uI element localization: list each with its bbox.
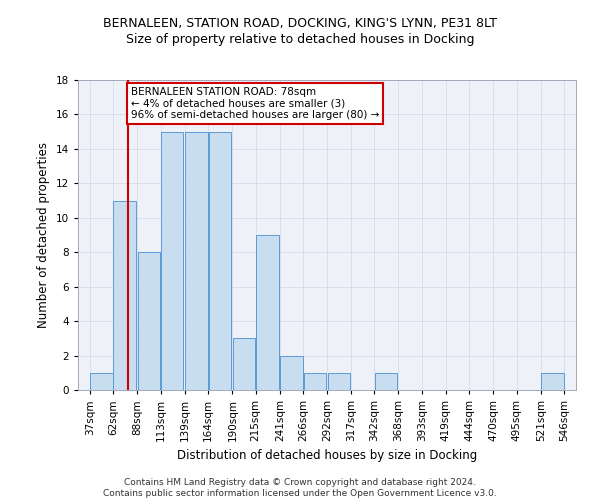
Bar [90, 373, 113, 390]
Bar [137, 252, 160, 390]
Bar [374, 373, 397, 390]
Bar [185, 132, 208, 390]
Y-axis label: Number of detached properties: Number of detached properties [37, 142, 50, 328]
Bar [256, 235, 278, 390]
Bar [541, 373, 564, 390]
Bar [113, 200, 136, 390]
Bar [280, 356, 303, 390]
X-axis label: Distribution of detached houses by size in Docking: Distribution of detached houses by size … [177, 450, 477, 462]
Text: BERNALEEN, STATION ROAD, DOCKING, KING'S LYNN, PE31 8LT: BERNALEEN, STATION ROAD, DOCKING, KING'S… [103, 18, 497, 30]
Bar [328, 373, 350, 390]
Bar [161, 132, 184, 390]
Text: Size of property relative to detached houses in Docking: Size of property relative to detached ho… [126, 32, 474, 46]
Text: BERNALEEN STATION ROAD: 78sqm
← 4% of detached houses are smaller (3)
96% of sem: BERNALEEN STATION ROAD: 78sqm ← 4% of de… [131, 87, 379, 120]
Bar [209, 132, 231, 390]
Text: Contains HM Land Registry data © Crown copyright and database right 2024.
Contai: Contains HM Land Registry data © Crown c… [103, 478, 497, 498]
Bar [233, 338, 255, 390]
Bar [304, 373, 326, 390]
